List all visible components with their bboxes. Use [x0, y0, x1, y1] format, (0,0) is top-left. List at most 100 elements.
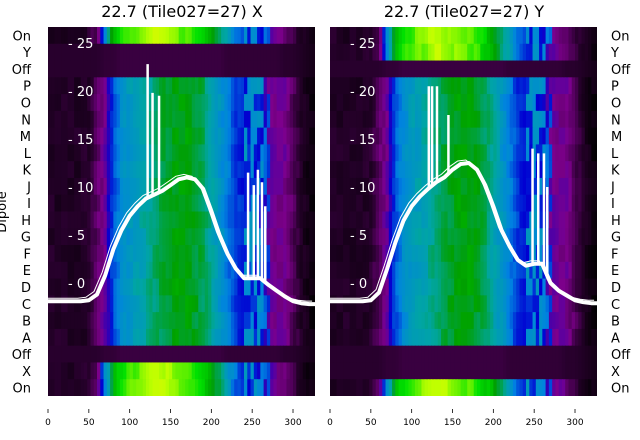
heatmap-cell	[365, 110, 370, 129]
heatmap-cell	[237, 194, 242, 213]
heatmap-cell	[509, 295, 514, 313]
heatmap-cell	[129, 194, 134, 213]
heatmap-cell	[545, 177, 550, 196]
heatmap-cell	[296, 127, 301, 146]
heatmap-cell	[581, 110, 586, 129]
heatmap-cell	[477, 177, 481, 196]
heatmap-cell	[224, 77, 229, 95]
heatmap-cell	[195, 312, 199, 330]
heatmap-cell	[230, 362, 235, 380]
heatmap-cell	[296, 94, 301, 112]
heatmap-cell	[408, 312, 413, 330]
heatmap-cell	[330, 379, 334, 396]
heatmap-cell	[480, 362, 485, 380]
heatmap-cell	[539, 60, 543, 78]
heatmap-cell	[473, 144, 478, 162]
heatmap-cell	[483, 110, 488, 129]
heatmap-cell	[132, 312, 137, 330]
heatmap-cell	[276, 43, 281, 62]
heatmap-cell	[64, 228, 69, 246]
heatmap-cell	[181, 295, 186, 313]
heatmap-cell	[499, 77, 504, 95]
heatmap-cell	[77, 211, 82, 229]
heatmap-cell	[257, 94, 261, 112]
heatmap-cell	[165, 144, 170, 162]
heatmap-cell	[152, 43, 157, 62]
heatmap-cell	[532, 228, 537, 246]
heatmap-cell	[548, 161, 553, 179]
heatmap-cell	[227, 261, 232, 280]
heatmap-cell	[244, 261, 248, 280]
heatmap-cell	[388, 127, 393, 146]
heatmap-cell	[356, 362, 361, 380]
heatmap-cell	[51, 194, 56, 213]
heatmap-cell	[279, 312, 284, 330]
heatmap-cell	[77, 345, 82, 364]
heatmap-cell	[421, 94, 426, 112]
heatmap-cell	[67, 43, 72, 62]
heatmap-cell	[299, 345, 304, 364]
heatmap-cell	[532, 328, 537, 347]
heatmap-cell	[512, 312, 517, 330]
heatmap-cell	[198, 245, 203, 263]
heatmap-cell	[437, 379, 442, 396]
heatmap-cell	[529, 27, 534, 45]
heatmap-cell	[283, 43, 288, 62]
heatmap-cell	[539, 27, 543, 45]
heatmap-cell	[97, 245, 101, 263]
heatmap-cell	[509, 144, 514, 162]
heatmap-cell	[418, 379, 423, 396]
heatmap-cell	[555, 43, 560, 62]
heatmap-cell	[155, 43, 160, 62]
heatmap-cell	[87, 27, 92, 45]
heatmap-cell	[266, 60, 271, 78]
heatmap-cell	[450, 211, 455, 229]
heatmap-cell	[178, 60, 183, 78]
heatmap-cell	[339, 127, 344, 146]
heatmap-cell	[493, 295, 498, 313]
heatmap-cell	[457, 127, 462, 146]
heatmap-cell	[424, 261, 429, 280]
heatmap-cell	[185, 261, 190, 280]
heatmap-cell	[211, 379, 216, 396]
heatmap-cell	[57, 261, 62, 280]
heatmap-cell	[188, 379, 193, 396]
heatmap-cell	[558, 77, 563, 95]
heatmap-cell	[339, 144, 344, 162]
heatmap-cell	[116, 77, 121, 95]
heatmap-cell	[257, 60, 261, 78]
heatmap-cell	[336, 144, 341, 162]
heatmap-cell	[110, 295, 114, 313]
heatmap-cell	[146, 211, 150, 229]
heatmap-cell	[227, 94, 232, 112]
heatmap-cell	[227, 312, 232, 330]
heatmap-cell	[382, 77, 387, 95]
heatmap-cell	[175, 43, 180, 62]
heatmap-cell	[83, 144, 88, 162]
heatmap-cell	[48, 362, 52, 380]
heatmap-cell	[483, 144, 488, 162]
heatmap-cell	[279, 177, 284, 196]
heatmap-cell	[54, 312, 59, 330]
heatmap-cell	[581, 261, 586, 280]
heatmap-cell	[486, 43, 491, 62]
heatmap-cell	[198, 328, 203, 347]
heatmap-cell	[375, 144, 380, 162]
heatmap-cell	[253, 144, 258, 162]
heatmap-cell	[480, 161, 485, 179]
heatmap-cell	[336, 43, 341, 62]
heatmap-cell	[591, 60, 596, 78]
heatmap-cell	[247, 362, 252, 380]
heatmap-cell	[165, 345, 170, 364]
heatmap-cell	[230, 43, 235, 62]
heatmap-cell	[575, 278, 579, 296]
heatmap-cell	[392, 94, 396, 112]
heatmap-cell	[434, 328, 439, 347]
heatmap-cell	[594, 379, 598, 396]
heatmap-cell	[293, 127, 297, 146]
heatmap-cell	[349, 362, 354, 380]
heatmap-cell	[424, 312, 429, 330]
heatmap-cell	[289, 27, 294, 45]
heatmap-cell	[493, 312, 498, 330]
heatmap-cell	[149, 312, 154, 330]
